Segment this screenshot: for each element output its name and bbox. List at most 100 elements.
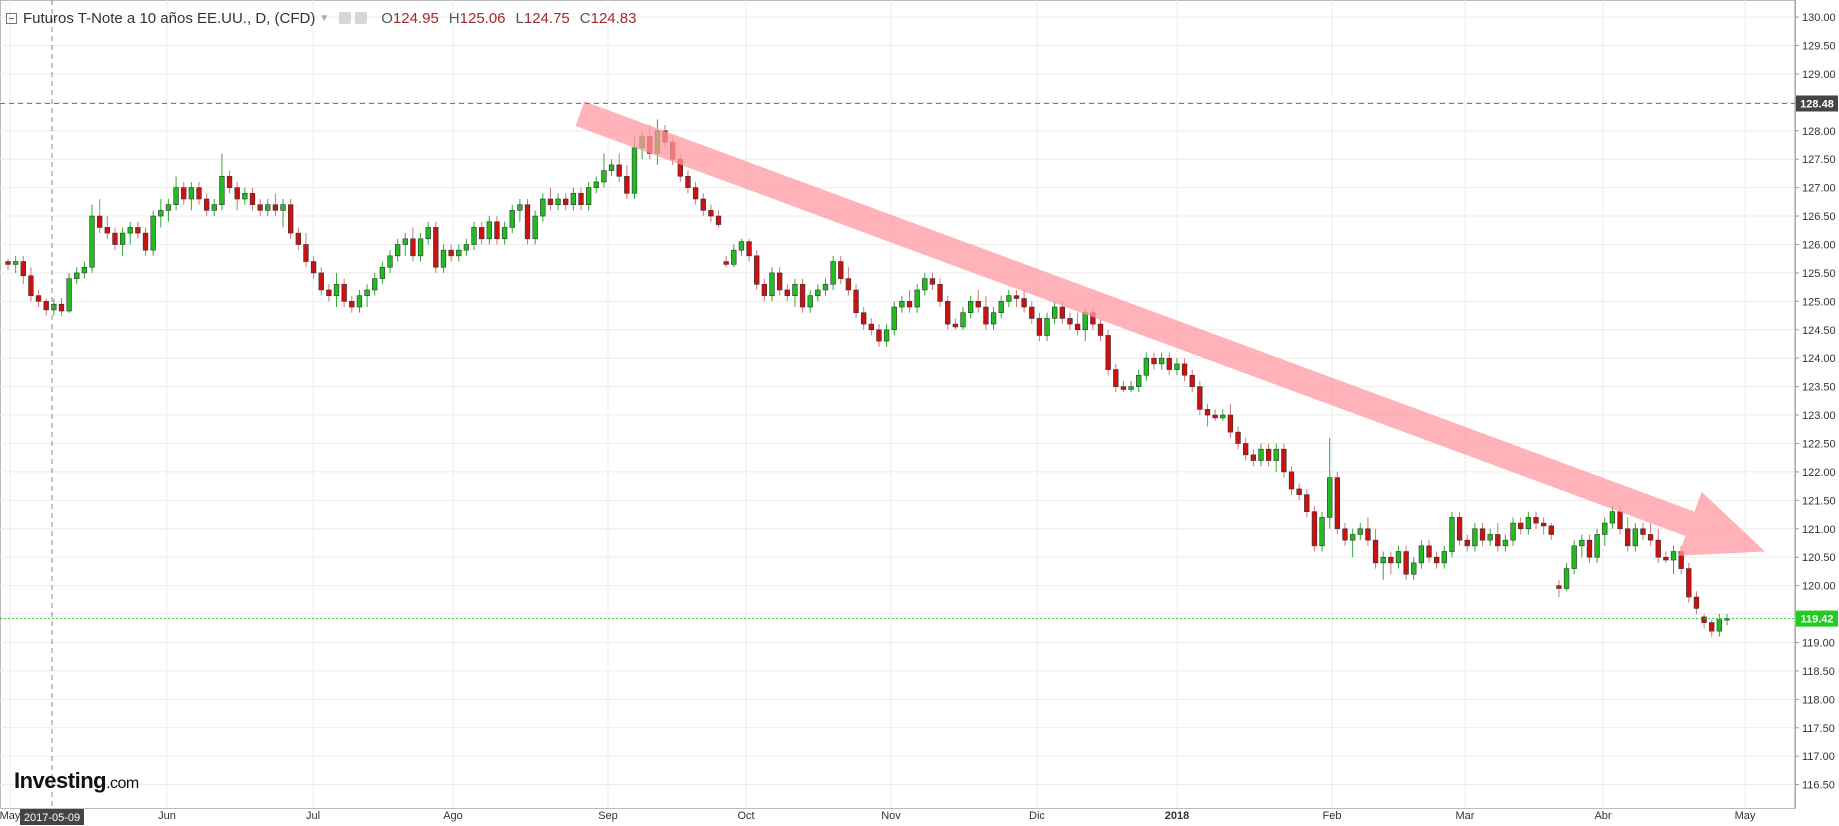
candle-body (616, 164, 622, 177)
candle-body (601, 170, 607, 183)
candle-body (364, 289, 370, 296)
candle-body (35, 295, 42, 302)
candle-body (708, 210, 714, 217)
candle-body (1625, 528, 1631, 547)
candle-body (967, 301, 974, 314)
logo-text: Investing (14, 768, 107, 793)
candle-body (929, 278, 936, 285)
candle-body (402, 238, 408, 245)
candle-body (1319, 517, 1325, 547)
candle-body (1395, 551, 1402, 564)
candle-body (1357, 528, 1363, 535)
candle-body (891, 306, 897, 331)
candle-body (1495, 534, 1501, 547)
candle-body (975, 301, 981, 308)
x-tick-label: May (1735, 810, 1756, 822)
chart-legend: Futuros T-Note a 10 años EE.UU., D, (CFD… (6, 8, 637, 28)
candle-body (1082, 312, 1088, 331)
high-value: 125.06 (459, 9, 506, 27)
candle-body (563, 198, 569, 205)
candle-body (135, 227, 141, 234)
candle-body (58, 303, 65, 312)
candle-body (1243, 443, 1249, 456)
candle-body (1304, 494, 1310, 513)
candle-body (1525, 517, 1532, 530)
candle-body (585, 187, 592, 205)
y-tick-label: 117.50 (1802, 723, 1835, 735)
candle-body (1220, 414, 1226, 419)
candle-body (692, 187, 699, 200)
candle-body (1510, 522, 1516, 541)
candle-body (1349, 534, 1356, 541)
candle-body (555, 198, 561, 205)
candle-body (1533, 517, 1539, 524)
x-tick-label: Jul (306, 810, 320, 822)
candle-body (1464, 539, 1470, 547)
candle-body (1540, 522, 1547, 527)
candle-body (746, 241, 752, 257)
y-tick-label: 126.50 (1802, 211, 1836, 223)
y-tick-label: 116.50 (1802, 780, 1835, 792)
current-price-box (1796, 610, 1838, 627)
candle-body (379, 266, 386, 279)
candle-body (1258, 448, 1264, 461)
settings-icon[interactable] (339, 12, 352, 24)
x-tick-label: Nov (881, 810, 901, 822)
candle-body (784, 289, 790, 296)
y-tick-label: 126.00 (1802, 239, 1836, 251)
candle-body (1365, 528, 1371, 541)
candle-body (1006, 295, 1012, 302)
plot-frame (0, 0, 1796, 809)
candle-body (723, 261, 729, 265)
close-icon[interactable] (355, 12, 368, 24)
candle-body (700, 198, 706, 211)
candle-body (1594, 534, 1600, 558)
candle-body (1021, 298, 1027, 308)
candle-body (211, 204, 217, 211)
candle-body (1472, 528, 1478, 547)
candle-body (624, 175, 630, 194)
candle-body (998, 301, 1004, 314)
candle-body (81, 266, 88, 274)
y-tick-label: 129.00 (1802, 69, 1836, 81)
candle-body (456, 249, 462, 257)
logo-suffix: .com (106, 775, 139, 792)
y-tick-label: 118.00 (1802, 694, 1835, 706)
chevron-down-icon[interactable]: ▼ (319, 12, 330, 24)
low-label: L (515, 9, 524, 27)
candle-body (1441, 551, 1447, 564)
candle-body (754, 255, 760, 285)
candle-body (5, 261, 11, 265)
candle-body (1044, 318, 1050, 336)
candle-body (142, 232, 149, 251)
collapse-legend-icon[interactable] (6, 12, 17, 24)
candle-body (43, 301, 49, 311)
candle-body (868, 323, 874, 331)
x-tick-label: Abr (1594, 810, 1611, 822)
candle-body (1227, 414, 1234, 433)
candle-body (1563, 568, 1570, 589)
candle-body (853, 289, 859, 314)
candle-body (937, 283, 943, 302)
trend-arrow (575, 101, 1765, 556)
candle-body (1166, 357, 1172, 370)
y-tick-label: 120.00 (1802, 581, 1836, 593)
low-value: 124.75 (523, 9, 570, 27)
candles (5, 119, 1730, 637)
candle-body (1502, 539, 1509, 547)
candle-body (1701, 616, 1707, 623)
candle-body (838, 261, 844, 279)
candle-body (807, 295, 813, 308)
y-axis: 117.00117.50118.00118.50119.00119.50120.… (1794, 0, 1838, 808)
candle-body (1029, 306, 1035, 319)
candle-body (349, 301, 355, 308)
candle-body (769, 272, 775, 296)
candle-body (28, 275, 34, 296)
candle-body (1609, 511, 1616, 524)
x-tick-label: Jun (158, 810, 176, 822)
candle-body (1403, 551, 1409, 575)
y-tick-label: 120.50 (1802, 552, 1836, 564)
close-value: 124.83 (590, 9, 637, 27)
y-tick-label: 121.00 (1802, 524, 1836, 536)
